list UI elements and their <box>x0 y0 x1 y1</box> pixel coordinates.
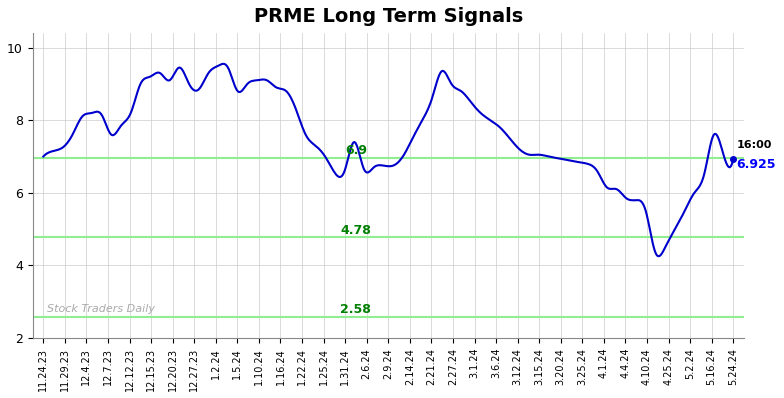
Title: PRME Long Term Signals: PRME Long Term Signals <box>254 7 523 26</box>
Text: 6.925: 6.925 <box>736 158 776 171</box>
Text: Stock Traders Daily: Stock Traders Daily <box>47 304 154 314</box>
Text: 4.78: 4.78 <box>340 224 372 236</box>
Text: 2.58: 2.58 <box>340 303 372 316</box>
Text: 6.9: 6.9 <box>345 144 367 157</box>
Text: 16:00: 16:00 <box>736 140 771 150</box>
